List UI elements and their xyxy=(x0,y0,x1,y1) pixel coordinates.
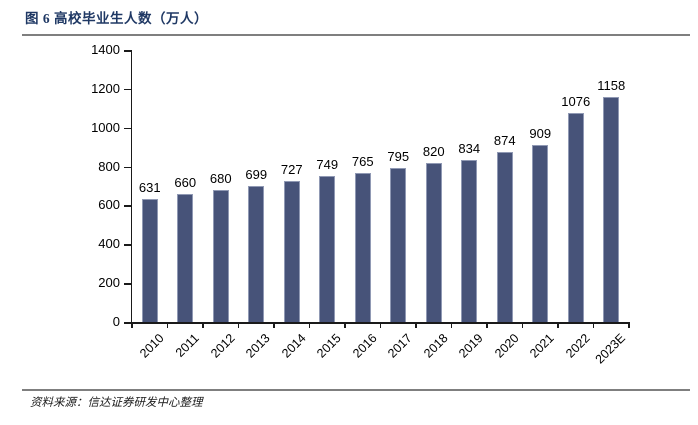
x-tick xyxy=(308,322,311,328)
x-tick xyxy=(486,322,488,328)
y-axis-label: 400 xyxy=(98,236,120,252)
y-tick xyxy=(124,283,131,285)
bar-value-label: 765 xyxy=(351,154,374,170)
x-axis-label: 2014 xyxy=(279,331,309,361)
bar xyxy=(603,97,620,322)
bar xyxy=(425,162,442,322)
bar-value-label: 631 xyxy=(138,180,161,196)
x-tick xyxy=(202,322,204,328)
x-tick xyxy=(237,322,240,328)
y-tick xyxy=(124,244,131,246)
y-tick xyxy=(124,166,131,169)
bar xyxy=(141,199,158,322)
source-note: 资料来源：信达证券研发中心整理 xyxy=(30,397,203,409)
x-axis-label: 2011 xyxy=(173,331,203,360)
top-divider xyxy=(22,34,690,36)
bar-value-label: 834 xyxy=(458,140,481,156)
bar-value-label: 660 xyxy=(174,174,197,190)
x-axis-label: 2023E xyxy=(592,331,629,367)
y-axis-label: 0 xyxy=(112,314,120,329)
bar-value-label: 795 xyxy=(387,148,410,164)
y-axis-label: 800 xyxy=(98,158,120,174)
bar-value-label: 699 xyxy=(245,167,268,183)
bar xyxy=(177,193,194,322)
y-axis-label: 600 xyxy=(98,197,120,213)
bar xyxy=(532,145,549,322)
y-tick xyxy=(124,205,131,207)
x-axis-label: 2012 xyxy=(208,331,238,361)
figure-title: 图 6 高校毕业生人数（万人） xyxy=(25,11,208,26)
y-axis xyxy=(130,50,132,324)
y-axis-label: 1200 xyxy=(91,80,120,96)
y-axis-label: 200 xyxy=(98,275,120,291)
x-tick xyxy=(557,322,559,328)
x-tick xyxy=(592,322,595,328)
x-axis-label: 2010 xyxy=(137,331,167,361)
x-tick xyxy=(379,322,382,328)
x-axis xyxy=(125,322,629,324)
bar-value-label: 820 xyxy=(422,143,445,159)
y-axis-label: 1000 xyxy=(91,119,120,135)
x-axis-label: 2021 xyxy=(527,331,558,361)
bar-value-label: 909 xyxy=(529,126,552,142)
x-tick xyxy=(521,322,524,328)
x-axis-label: 2020 xyxy=(492,331,522,361)
bar xyxy=(461,159,478,322)
bar xyxy=(283,180,300,322)
bar xyxy=(354,173,371,322)
x-tick xyxy=(166,322,169,328)
bar-value-label: 874 xyxy=(493,133,516,149)
bar-value-label: 727 xyxy=(280,161,303,177)
x-axis-label: 2015 xyxy=(314,331,345,361)
x-tick xyxy=(273,322,275,328)
x-axis-label: 2017 xyxy=(385,331,416,361)
x-tick xyxy=(450,322,453,328)
y-tick xyxy=(124,322,131,324)
x-tick xyxy=(628,322,630,328)
bar-value-label: 749 xyxy=(316,157,339,173)
x-tick xyxy=(131,322,133,328)
y-axis-label: 1400 xyxy=(91,42,120,57)
x-tick xyxy=(415,322,417,328)
x-axis-label: 2016 xyxy=(350,331,380,361)
bar-value-label: 680 xyxy=(209,170,232,186)
bar xyxy=(319,176,336,322)
y-tick xyxy=(124,50,131,52)
x-axis-label: 2018 xyxy=(421,331,451,361)
y-tick xyxy=(124,127,131,130)
x-tick xyxy=(344,322,346,328)
bar xyxy=(496,152,513,322)
bar-value-label: 1158 xyxy=(597,78,626,94)
bar xyxy=(567,112,584,322)
bar-value-label: 1076 xyxy=(561,93,591,109)
bar xyxy=(248,186,265,322)
x-axis-label: 2019 xyxy=(456,331,487,361)
bar xyxy=(390,167,407,322)
bottom-divider xyxy=(22,389,690,391)
x-axis-label: 2013 xyxy=(243,331,274,361)
y-tick xyxy=(124,88,131,91)
x-axis-label: 2022 xyxy=(563,331,593,361)
bar xyxy=(212,189,229,322)
